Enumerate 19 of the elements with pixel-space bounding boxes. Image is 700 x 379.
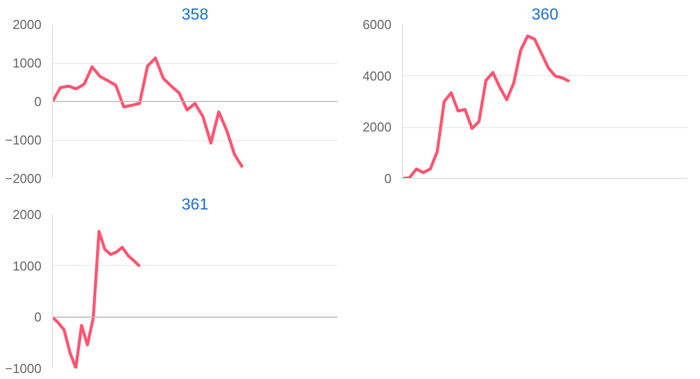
chart-title: 361 [182, 196, 208, 214]
line-series [52, 230, 142, 368]
y-tick-label: 0 [34, 94, 42, 109]
y-tick-label: −1000 [4, 132, 42, 148]
y-tick-label: 2000 [362, 120, 392, 135]
line-series [52, 56, 244, 169]
y-tick-label: 2000 [12, 17, 42, 32]
chart-title: 358 [182, 6, 208, 24]
y-tick-label: 2000 [12, 207, 42, 222]
chart-title: 360 [532, 6, 558, 24]
line-series [402, 34, 571, 178]
y-tick-label: 0 [34, 310, 42, 325]
y-tick-label: −2000 [4, 171, 42, 186]
y-tick-label: 1000 [12, 56, 42, 70]
y-tick-label: −1000 [4, 361, 42, 376]
y-tick-label: 4000 [362, 68, 392, 84]
y-tick-label: 1000 [12, 258, 42, 274]
y-tick-label: 6000 [362, 17, 392, 32]
y-tick-label: 0 [384, 171, 392, 186]
